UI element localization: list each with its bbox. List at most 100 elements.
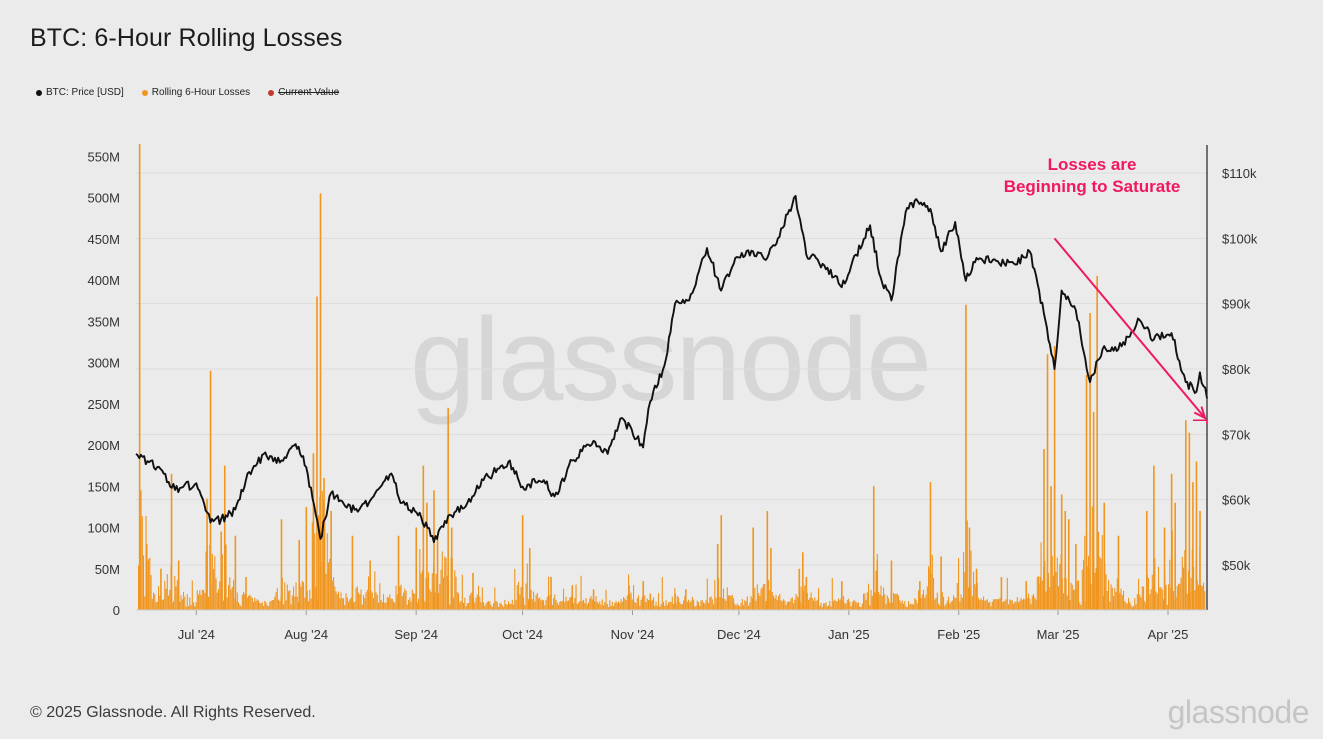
loss-bar-texture	[249, 594, 251, 610]
loss-bar-texture	[954, 597, 956, 610]
loss-bar-texture	[390, 598, 392, 610]
legend-item-current-value[interactable]: Current Value	[268, 87, 339, 98]
loss-bar-texture	[470, 592, 472, 610]
loss-bar-texture	[871, 595, 873, 610]
loss-bar-texture	[159, 595, 161, 610]
footer-logo[interactable]: glassnode	[1167, 694, 1310, 730]
loss-bar-texture	[270, 601, 272, 610]
loss-bar	[1064, 511, 1067, 610]
loss-bar-texture	[489, 601, 491, 610]
x-tick-label: Mar '25	[1037, 627, 1080, 642]
loss-bar	[1075, 544, 1077, 610]
loss-bar-texture	[1023, 598, 1025, 610]
loss-bar-texture	[534, 601, 536, 610]
loss-bar-texture	[404, 588, 406, 610]
loss-bar-texture	[215, 578, 217, 610]
loss-bar-texture	[781, 601, 783, 610]
loss-bar-texture	[999, 598, 1001, 610]
loss-bar-texture	[620, 599, 622, 610]
loss-bar-texture	[570, 596, 572, 610]
loss-bar-texture	[731, 594, 733, 610]
loss-bar-texture	[1101, 535, 1103, 610]
legend-item-losses[interactable]: Rolling 6-Hour Losses	[141, 87, 250, 98]
loss-bar-texture	[900, 602, 902, 610]
loss-bar-texture	[648, 600, 650, 610]
loss-bar-texture	[243, 591, 245, 610]
loss-bar-texture	[454, 570, 456, 610]
loss-bar-texture	[443, 577, 445, 610]
loss-bar-texture	[776, 600, 778, 610]
loss-bar-texture	[1129, 601, 1131, 610]
loss-bar-texture	[1094, 572, 1096, 610]
loss-bar-texture	[268, 606, 270, 610]
loss-bar-texture	[631, 599, 633, 610]
loss-bar-texture	[818, 588, 820, 610]
loss-bar-texture	[899, 600, 901, 610]
loss-bar-texture	[833, 600, 835, 610]
loss-bar-texture	[185, 606, 187, 610]
legend-item-price[interactable]: BTC: Price [USD]	[36, 87, 124, 98]
loss-bar-texture	[1204, 591, 1206, 610]
loss-bar-texture	[884, 594, 886, 610]
loss-bar-texture	[853, 600, 855, 610]
loss-bar-texture	[414, 593, 416, 610]
loss-bar-texture	[605, 589, 607, 610]
loss-bar-texture	[878, 591, 880, 610]
loss-bar-texture	[1119, 592, 1121, 610]
loss-bar-texture	[401, 596, 403, 610]
loss-bar-texture	[1091, 506, 1093, 610]
loss-bar-texture	[304, 597, 306, 610]
loss-bar-texture	[579, 601, 581, 610]
loss-bar-texture	[1003, 601, 1005, 610]
loss-bar-texture	[638, 595, 640, 610]
loss-bar-texture	[1169, 559, 1171, 610]
loss-bar-texture	[289, 590, 291, 610]
loss-bar-texture	[559, 601, 561, 610]
loss-bar-texture	[810, 592, 812, 610]
loss-bar-texture	[251, 598, 253, 610]
loss-bar-texture	[688, 599, 690, 610]
loss-bar-texture	[189, 597, 191, 610]
loss-bar-texture	[493, 603, 495, 610]
loss-bar-texture	[854, 600, 856, 610]
loss-bar-texture	[420, 573, 422, 610]
loss-bar-texture	[413, 592, 415, 610]
loss-bar-texture	[264, 600, 266, 610]
loss-bar-texture	[188, 606, 190, 610]
loss-bar-texture	[441, 551, 443, 610]
loss-bar-texture	[291, 595, 293, 610]
loss-bar-texture	[829, 600, 831, 610]
loss-bar-texture	[978, 597, 980, 610]
loss-bar-texture	[276, 588, 278, 610]
loss-bar	[1025, 581, 1028, 611]
loss-bar	[1163, 527, 1166, 610]
loss-bar-texture	[625, 600, 627, 610]
loss-bar-texture	[931, 554, 933, 610]
loss-bar-texture	[968, 587, 970, 610]
loss-bar-texture	[211, 553, 213, 610]
loss-bar-texture	[1138, 578, 1140, 610]
loss-bar	[1170, 473, 1173, 611]
loss-bar	[1085, 374, 1088, 611]
loss-bar-texture	[815, 601, 817, 610]
loss-bar-texture	[865, 599, 867, 610]
loss-bar-texture	[925, 594, 927, 610]
loss-bar-texture	[773, 595, 775, 610]
loss-bar-texture	[1160, 587, 1162, 610]
loss-bar-texture	[1196, 580, 1198, 610]
loss-bar-texture	[526, 563, 528, 610]
loss-bar-texture	[608, 607, 610, 610]
axis-layer: 0 50M 100M 150M 200M 250M 300M 350M 400M 450M 500M…	[87, 145, 1258, 642]
loss-bar-texture	[694, 606, 696, 610]
loss-bar-texture	[644, 595, 646, 610]
loss-bar	[716, 544, 719, 610]
loss-bar-texture	[944, 605, 946, 610]
loss-bar-texture	[578, 602, 580, 610]
loss-bar	[766, 511, 769, 610]
loss-bar-texture	[690, 600, 692, 610]
loss-bar-texture	[540, 600, 542, 610]
loss-bar-texture	[704, 603, 706, 610]
loss-bar-texture	[361, 604, 363, 610]
loss-bar-texture	[843, 596, 845, 610]
loss-bar-texture	[603, 605, 605, 610]
